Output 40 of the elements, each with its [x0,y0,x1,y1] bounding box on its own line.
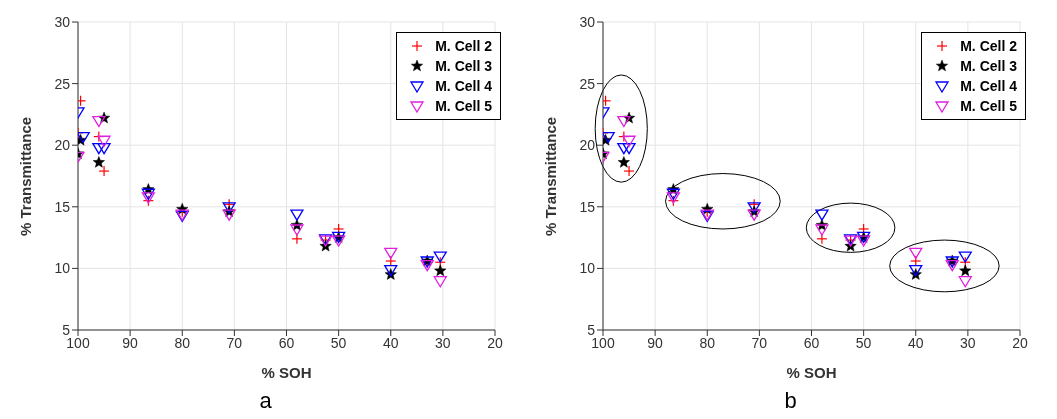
text: b [783,388,798,414]
x-tick-label: 60 [803,334,820,351]
legend-label: M. Cell 2 [435,38,492,54]
x-tick-label: 70 [751,334,768,351]
x-tick-label: 50 [855,334,872,351]
y-tick-label: 25 [579,75,596,92]
legend-label: M. Cell 4 [960,78,1017,94]
legend-label: M. Cell 2 [960,38,1017,54]
y-tick-label: 30 [579,13,596,30]
legend-label: M. Cell 3 [435,58,492,74]
x-tick-label: 30 [435,334,451,351]
y-tick-label: 10 [579,260,596,277]
x-tick-label: 90 [647,334,664,351]
y-tick-label: 30 [54,13,71,30]
y-tick-label: 25 [54,75,71,92]
legend-label: M. Cell 4 [435,78,492,94]
text: a [258,388,273,414]
y-tick-label: 20 [54,137,71,154]
x-tick-label: 30 [960,334,976,351]
y-axis-title: % Transmittance [542,116,560,236]
x-tick-label: 40 [907,334,924,351]
y-tick-label: 15 [54,198,71,215]
y-tick-label: 20 [579,137,596,154]
x-tick-label: 90 [122,334,139,351]
y-axis-title: % Transmittance [17,116,35,236]
legend-label: M. Cell 5 [960,98,1017,114]
x-tick-label: 50 [330,334,347,351]
x-axis-title: % SOH [786,364,837,381]
x-tick-label: 40 [382,334,399,351]
y-tick-label: 15 [579,198,596,215]
x-tick-label: 60 [278,334,295,351]
legend-label: M. Cell 3 [960,58,1017,74]
legend-label: M. Cell 5 [435,98,492,114]
x-tick-label: 80 [699,334,716,351]
x-tick-label: 20 [487,334,503,351]
x-tick-label: 70 [226,334,243,351]
x-axis-title: % SOH [261,364,312,381]
x-tick-label: 80 [174,334,191,351]
y-tick-label: 10 [54,260,71,277]
x-tick-label: 20 [1012,334,1028,351]
